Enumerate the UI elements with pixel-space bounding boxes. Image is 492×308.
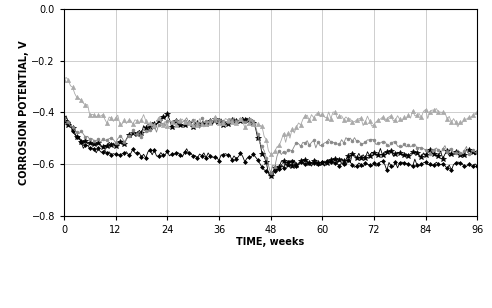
Conv.2-45	[321, 164, 327, 168]
Conv.2-45	[375, 163, 381, 166]
Conv.2(HY)-45	[61, 78, 67, 81]
Conv.2(DCI)-45	[229, 119, 235, 122]
X-axis label: TIME, weeks: TIME, weeks	[237, 237, 305, 247]
Conv.2-45	[61, 116, 67, 120]
Conv.2(RH)-45	[164, 112, 170, 116]
Conv.2-45	[214, 156, 220, 159]
Conv.2(RH)-45	[158, 117, 164, 121]
Conv.2(DCI)-45	[474, 150, 480, 154]
Conv.2(RH)-45	[214, 123, 220, 126]
Conv.2(HY)-45	[229, 120, 235, 124]
Conv.2-45	[229, 158, 235, 162]
Conv.2-45	[474, 164, 480, 168]
Conv.2(HY)-45	[474, 110, 480, 114]
Line: Conv.2(HY)-45: Conv.2(HY)-45	[62, 75, 479, 156]
Conv.2-45	[373, 164, 379, 168]
Conv.2(DCI)-45	[321, 141, 327, 145]
Conv.2(HY)-45	[160, 124, 166, 127]
Conv.2(HY)-45	[373, 120, 379, 124]
Conv.2(DCI)-45	[268, 171, 274, 175]
Conv.2-45	[160, 153, 166, 157]
Conv.2(RH)-45	[321, 159, 327, 163]
Y-axis label: CORROSION POTENTIAL, V: CORROSION POTENTIAL, V	[19, 40, 29, 185]
Conv.2(DCI)-45	[158, 124, 164, 128]
Conv.2(RH)-45	[373, 152, 379, 156]
Conv.2-45	[63, 114, 69, 118]
Conv.2(DCI)-45	[375, 141, 381, 144]
Line: Conv.2(DCI)-45: Conv.2(DCI)-45	[62, 116, 479, 174]
Conv.2-45	[270, 172, 276, 176]
Line: Conv.2(RH)-45: Conv.2(RH)-45	[61, 111, 480, 178]
Conv.2(HY)-45	[214, 120, 220, 124]
Conv.2(RH)-45	[61, 120, 67, 123]
Conv.2(RH)-45	[375, 153, 381, 157]
Conv.2(RH)-45	[229, 118, 235, 122]
Line: Conv.2-45: Conv.2-45	[62, 115, 479, 176]
Conv.2(HY)-45	[270, 152, 276, 156]
Conv.2(DCI)-45	[199, 116, 205, 120]
Conv.2(RH)-45	[268, 174, 274, 177]
Conv.2(HY)-45	[375, 118, 381, 122]
Conv.2(RH)-45	[474, 150, 480, 153]
Conv.2(DCI)-45	[61, 116, 67, 120]
Conv.2(HY)-45	[321, 115, 327, 119]
Conv.2(DCI)-45	[214, 119, 220, 123]
Conv.2(DCI)-45	[373, 143, 379, 146]
Conv.2(HY)-45	[63, 76, 69, 79]
